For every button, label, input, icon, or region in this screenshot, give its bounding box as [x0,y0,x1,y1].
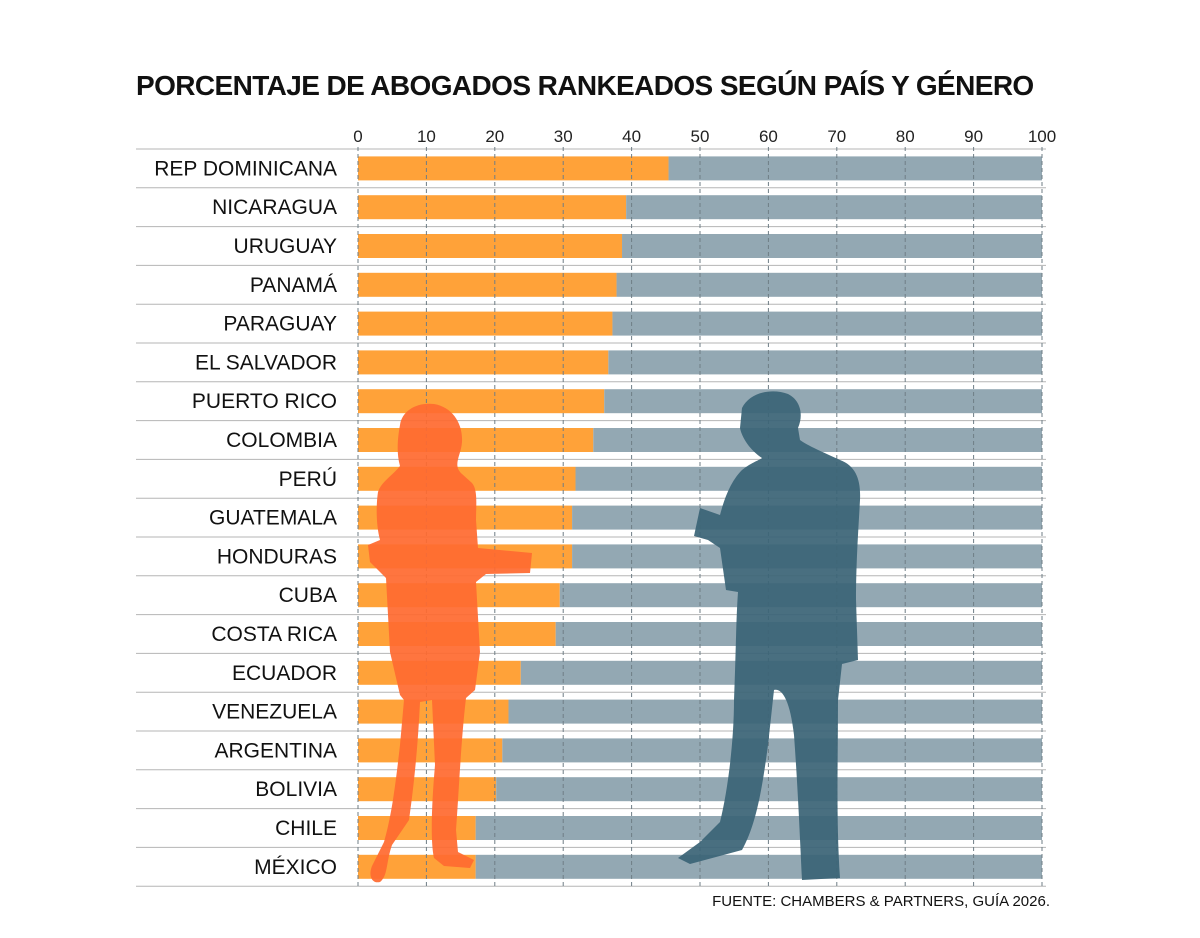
category-label: REP DOMINICANA [154,157,337,180]
bar-segment-men [496,777,1043,802]
category-label: PARAGUAY [223,313,337,336]
category-label: PANAMÁ [250,274,337,297]
x-tick-label: 70 [827,127,846,146]
category-label: COSTA RICA [211,623,337,646]
category-label: ECUADOR [232,662,337,685]
x-tick-label: 0 [353,127,362,146]
bar-segment-men [668,156,1042,181]
bar-segment-women [358,156,669,181]
source-note: FUENTE: CHAMBERS & PARTNERS, GUÍA 2026. [712,893,1050,910]
x-tick-label: 60 [759,127,778,146]
category-label: PUERTO RICO [192,390,337,413]
category-label: GUATEMALA [209,507,337,530]
bar-segment-men [608,350,1042,375]
x-tick-label: 100 [1028,127,1056,146]
bar-segment-men [626,195,1042,220]
bar-segment-men [612,311,1042,336]
bar-segment-women [358,816,476,840]
bar-segment-women [358,195,627,220]
man-silhouette-icon [678,391,861,880]
category-label: EL SALVADOR [195,351,337,374]
bar-segment-men [616,272,1042,297]
x-tick-label: 90 [964,127,983,146]
woman-silhouette-icon [368,403,532,883]
bar-segment-women [358,389,605,414]
category-label: VENEZUELA [212,701,337,724]
category-label: URUGUAY [234,235,337,258]
category-label: BOLIVIA [255,778,337,801]
bar-segment-women [358,234,623,258]
bar-segment-women [358,777,497,802]
bar-segment-men [502,738,1043,763]
chart-title: PORCENTAJE DE ABOGADOS RANKEADOS SEGÚN P… [136,70,1034,101]
bar-segment-women [358,428,594,452]
category-label: NICARAGUA [212,196,337,219]
category-label: MÉXICO [254,856,337,879]
bar-segment-women [358,738,503,763]
category-label: PERÚ [279,468,337,491]
x-tick-label: 40 [622,127,641,146]
x-tick-label: 50 [691,127,710,146]
category-label: COLOMBIA [226,429,337,452]
bar-segment-women [358,311,613,336]
bar-segment-men [508,699,1043,724]
bar-segment-women [358,350,609,375]
bar-segment-men [604,389,1042,414]
row-separators [136,148,1046,887]
category-label: ARGENTINA [214,739,337,762]
bar-segment-men [622,234,1042,258]
bar-segment-women [358,272,617,297]
x-tick-label: 20 [485,127,504,146]
bar-segment-men [593,428,1042,452]
category-label: HONDURAS [217,545,337,568]
category-label: CHILE [275,817,337,840]
category-label: CUBA [279,584,337,607]
bar-segment-men [475,854,1042,879]
x-tick-label: 30 [554,127,573,146]
x-tick-label: 80 [896,127,915,146]
x-axis-ticks: 0 10 20 30 40 50 60 70 80 90 100 [353,127,1056,146]
category-labels: REP DOMINICANA NICARAGUA URUGUAY PANAMÁ PARA… [154,157,337,878]
bar-segment-men [475,816,1042,840]
x-tick-label: 10 [417,127,436,146]
